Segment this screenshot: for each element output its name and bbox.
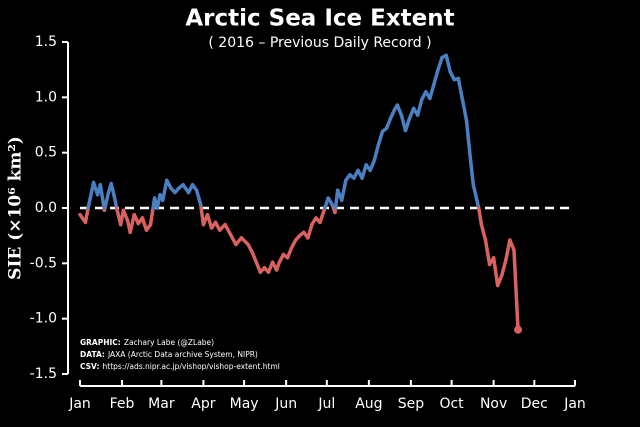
line-segment [471,183,481,210]
end-marker [514,325,523,334]
line-segment [512,248,520,332]
line-segment [491,256,500,288]
line-segment [395,103,404,117]
line-segment [483,238,492,267]
x-tick-label: Feb [110,396,135,412]
line-segment [306,222,314,240]
line-segment [223,222,233,237]
line-segment [360,163,368,180]
line-segment [495,273,504,288]
x-tick-label: Jan [563,396,586,412]
line-segment [160,178,169,203]
line-segment [403,116,412,133]
y-tick-label: 0.5 [35,145,57,161]
line-segment [148,206,155,227]
x-tick-label: Aug [355,396,382,412]
line-segment [476,206,484,227]
line-segment [128,212,136,235]
line-segment [376,129,385,147]
line-segment [109,181,116,197]
line-segment [103,190,111,210]
line-segment [460,97,469,123]
x-tick-label: Jul [317,396,335,412]
line-segment [464,118,473,163]
line-segment [228,232,238,247]
y-tick-label: 1.0 [35,89,57,105]
line-segment [444,53,452,74]
line-segment [339,178,348,203]
credit-text: JAXA (Arctic Data archive System, NIPR) [107,350,258,359]
line-segment [500,258,508,278]
line-segment [508,238,516,252]
line-segment [112,192,119,210]
line-segment [384,116,393,131]
y-tick-label: 0.0 [35,200,57,216]
x-tick-label: Nov [480,396,507,412]
x-tick-label: Mar [148,396,175,412]
line-segment [250,250,259,264]
x-tick-label: Oct [439,396,464,412]
line-segment [285,246,294,260]
line-segment [98,183,106,210]
line-segment [456,76,465,102]
line-segment [318,208,326,225]
line-segment [428,82,436,101]
x-tick-label: Jun [274,396,297,412]
credit-label: DATA: [80,350,105,359]
x-tick-label: Jan [68,396,91,412]
y-tick-label: -0.5 [30,255,57,271]
credit-note: DATA: JAXA (Arctic Data archive System, N… [80,350,258,359]
credit-label: CSV: [80,362,100,371]
line-segment [194,188,203,207]
credit-text: https://ads.nipr.ac.jp/vishop/vishop-ext… [103,362,280,371]
chart-subtitle: ( 2016 – Previous Daily Record ) [208,35,431,51]
chart-title: Arctic Sea Ice Extent [185,6,454,32]
line-segment [121,208,130,222]
line-segment [479,222,488,242]
line-segment [468,158,476,187]
x-tick-label: May [230,396,259,412]
credit-label: GRAPHIC: [80,338,121,347]
line-segment [504,238,512,262]
y-tick-label: -1.5 [30,366,57,382]
line-segment [368,158,377,173]
y-tick-label: -1.0 [30,311,57,327]
line-segment [83,206,90,225]
credit-note: CSV: https://ads.nipr.ac.jp/vishop/vishop… [80,362,280,371]
line-segment [205,212,214,230]
x-tick-label: Sep [398,396,425,412]
y-tick-label: 1.5 [35,34,57,50]
x-tick-label: Dec [521,396,548,412]
credit-text: Zachary Labe (@ZLabe) [124,338,214,347]
line-segment [432,67,440,86]
line-segment [86,180,96,210]
line-segment [372,143,381,163]
y-axis-label: SIE (×10⁶ km²) [6,136,26,280]
line-segment [436,55,444,72]
line-segment [415,97,424,117]
x-tick-label: Apr [191,396,215,412]
credit-note: GRAPHIC: Zachary Labe (@ZLabe) [80,338,214,347]
